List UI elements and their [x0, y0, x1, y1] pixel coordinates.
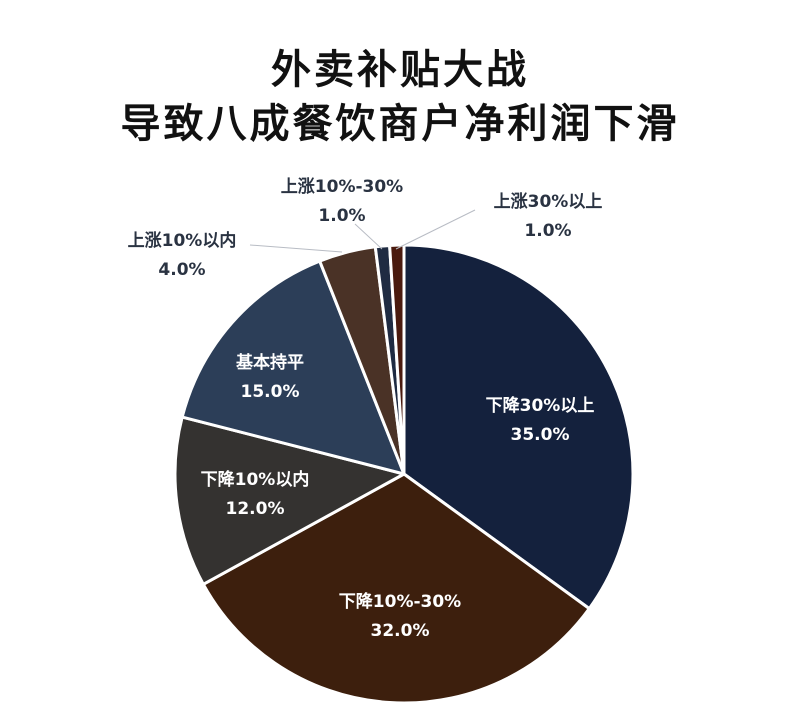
slice-label-value: 1.0% — [318, 206, 366, 226]
slice-label-name: 基本持平 — [236, 353, 304, 373]
slice-label-value: 4.0% — [158, 260, 206, 280]
leader-lines — [249, 209, 476, 253]
slice-label-name: 上涨10%以内 — [127, 231, 237, 251]
pie-slices — [173, 243, 635, 705]
slice-label-name: 下降30%以上 — [485, 396, 595, 416]
slice-label-flat: 基本持平 15.0% — [210, 355, 330, 401]
pie-slice — [402, 243, 635, 611]
slice-label-rise-10-30: 上涨10%-30% 1.0% — [272, 179, 412, 225]
slice-label-name: 上涨10%-30% — [280, 177, 404, 197]
slice-label-rise-over-30: 上涨30%以上 1.0% — [478, 194, 618, 240]
slice-label-rise-under-10: 上涨10%以内 4.0% — [112, 233, 252, 279]
slice-label-name: 上涨30%以上 — [493, 192, 603, 212]
slice-label-decline-under-10: 下降10%以内 12.0% — [170, 472, 340, 518]
pie-slice — [173, 415, 406, 586]
chart-title-line-1: 外卖补贴大战 — [271, 47, 529, 93]
leader-line-rise-over-30 — [395, 209, 476, 250]
pie-slice — [201, 472, 591, 705]
slice-label-value: 12.0% — [225, 499, 285, 519]
leader-line-rise-under-10 — [249, 244, 343, 253]
slice-label-value: 15.0% — [240, 382, 300, 402]
slice-label-value: 1.0% — [524, 221, 572, 241]
chart-title-line-2: 导致八成餐饮商户净利润下滑 — [120, 101, 680, 147]
leader-line-rise-10-30 — [354, 223, 383, 250]
slice-label-decline-10-30: 下降10%-30% 32.0% — [310, 594, 490, 640]
slice-label-name: 下降10%-30% — [338, 592, 462, 612]
slice-label-value: 32.0% — [370, 621, 430, 641]
slice-label-decline-over-30: 下降30%以上 35.0% — [455, 398, 625, 444]
slice-label-name: 下降10%以内 — [200, 470, 310, 490]
slice-label-value: 35.0% — [510, 425, 570, 445]
pie-slice — [180, 259, 406, 476]
